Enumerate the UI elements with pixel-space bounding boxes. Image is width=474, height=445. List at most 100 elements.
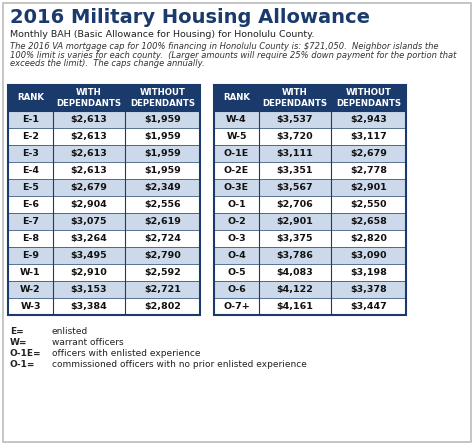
Text: $2,613: $2,613 [71, 149, 108, 158]
Bar [214, 145, 406, 162]
Text: E-6: E-6 [22, 200, 39, 209]
Text: $2,820: $2,820 [350, 234, 387, 243]
Text: O-4: O-4 [227, 251, 246, 260]
Bar [214, 179, 406, 196]
Text: O-5: O-5 [227, 268, 246, 277]
Text: $3,495: $3,495 [71, 251, 107, 260]
Text: officers with enlisted experience: officers with enlisted experience [52, 349, 201, 358]
Bar [8, 128, 200, 145]
Text: The 2016 VA mortgage cap for 100% financing in Honolulu County is: $721,050.  Ne: The 2016 VA mortgage cap for 100% financ… [10, 42, 438, 51]
Text: $3,720: $3,720 [277, 132, 313, 141]
Text: $2,901: $2,901 [350, 183, 387, 192]
Text: $3,117: $3,117 [350, 132, 387, 141]
Text: $3,198: $3,198 [350, 268, 387, 277]
Text: W-3: W-3 [20, 302, 41, 311]
Text: $2,679: $2,679 [350, 149, 387, 158]
Text: $2,706: $2,706 [277, 200, 313, 209]
Text: $3,153: $3,153 [71, 285, 107, 294]
Text: RANK: RANK [17, 93, 44, 102]
Text: $3,378: $3,378 [350, 285, 387, 294]
Bar [8, 298, 200, 315]
Text: $1,959: $1,959 [144, 166, 181, 175]
Bar [214, 196, 406, 213]
Text: E=: E= [10, 327, 24, 336]
Text: $2,613: $2,613 [71, 115, 108, 124]
Text: $2,679: $2,679 [71, 183, 108, 192]
Text: O-7+: O-7+ [223, 302, 250, 311]
Text: exceeds the limit).  The caps change annually.: exceeds the limit). The caps change annu… [10, 59, 205, 68]
Text: $2,613: $2,613 [71, 132, 108, 141]
Text: $2,904: $2,904 [71, 200, 108, 209]
Text: E-5: E-5 [22, 183, 39, 192]
Text: $2,550: $2,550 [350, 200, 387, 209]
Text: $3,351: $3,351 [277, 166, 313, 175]
Text: W=: W= [10, 338, 27, 347]
Text: $2,724: $2,724 [144, 234, 181, 243]
Text: 100% limit is varies for each county.  (Larger amounts will require 25% down pay: 100% limit is varies for each county. (L… [10, 50, 456, 60]
Text: $2,802: $2,802 [144, 302, 181, 311]
Text: $2,349: $2,349 [144, 183, 181, 192]
Text: O-1=: O-1= [10, 360, 36, 369]
Text: O-2E: O-2E [224, 166, 249, 175]
Text: $3,264: $3,264 [71, 234, 108, 243]
Text: $3,375: $3,375 [277, 234, 313, 243]
Bar [8, 85, 200, 111]
Text: $2,778: $2,778 [350, 166, 387, 175]
Text: $4,083: $4,083 [277, 268, 313, 277]
Text: $1,959: $1,959 [144, 115, 181, 124]
Bar [214, 213, 406, 230]
Text: warrant officers: warrant officers [52, 338, 124, 347]
Text: E-8: E-8 [22, 234, 39, 243]
Text: enlisted: enlisted [52, 327, 88, 336]
Bar [214, 281, 406, 298]
Text: $3,090: $3,090 [350, 251, 387, 260]
Text: $2,943: $2,943 [350, 115, 387, 124]
Text: O-1: O-1 [227, 200, 246, 209]
Text: $3,384: $3,384 [71, 302, 108, 311]
Bar [8, 145, 200, 162]
Text: E-4: E-4 [22, 166, 39, 175]
Text: $2,910: $2,910 [71, 268, 108, 277]
Bar [214, 298, 406, 315]
Bar [214, 85, 406, 111]
Bar [214, 111, 406, 128]
Text: O-3: O-3 [227, 234, 246, 243]
Text: $3,537: $3,537 [277, 115, 313, 124]
Bar [214, 85, 406, 315]
Text: $2,556: $2,556 [144, 200, 181, 209]
Text: E-7: E-7 [22, 217, 39, 226]
Text: WITH
DEPENDANTS: WITH DEPENDANTS [56, 88, 121, 108]
Text: W-2: W-2 [20, 285, 41, 294]
Text: $2,613: $2,613 [71, 166, 108, 175]
Text: $4,122: $4,122 [276, 285, 313, 294]
Bar [8, 111, 200, 128]
Bar [8, 196, 200, 213]
Text: $2,592: $2,592 [144, 268, 181, 277]
Text: W-1: W-1 [20, 268, 41, 277]
Text: $3,075: $3,075 [71, 217, 107, 226]
Text: E-2: E-2 [22, 132, 39, 141]
Bar [8, 264, 200, 281]
Bar [8, 85, 200, 315]
Bar [8, 179, 200, 196]
Bar [8, 230, 200, 247]
Text: O-1E: O-1E [224, 149, 249, 158]
Text: WITHOUT
DEPENDANTS: WITHOUT DEPENDANTS [130, 88, 195, 108]
Text: E-1: E-1 [22, 115, 39, 124]
Text: W-5: W-5 [226, 132, 247, 141]
Text: RANK: RANK [223, 93, 250, 102]
Text: Monthly BAH (Basic Allowance for Housing) for Honolulu County.: Monthly BAH (Basic Allowance for Housing… [10, 30, 314, 39]
Bar [214, 162, 406, 179]
Bar [214, 128, 406, 145]
Text: $2,619: $2,619 [144, 217, 181, 226]
Bar [214, 264, 406, 281]
Text: O-3E: O-3E [224, 183, 249, 192]
Bar [214, 230, 406, 247]
Text: E-9: E-9 [22, 251, 39, 260]
Bar [214, 247, 406, 264]
Text: $2,901: $2,901 [277, 217, 313, 226]
Text: $4,161: $4,161 [276, 302, 313, 311]
Text: $3,111: $3,111 [277, 149, 313, 158]
Text: WITHOUT
DEPENDANTS: WITHOUT DEPENDANTS [336, 88, 401, 108]
Text: O-1E=: O-1E= [10, 349, 42, 358]
